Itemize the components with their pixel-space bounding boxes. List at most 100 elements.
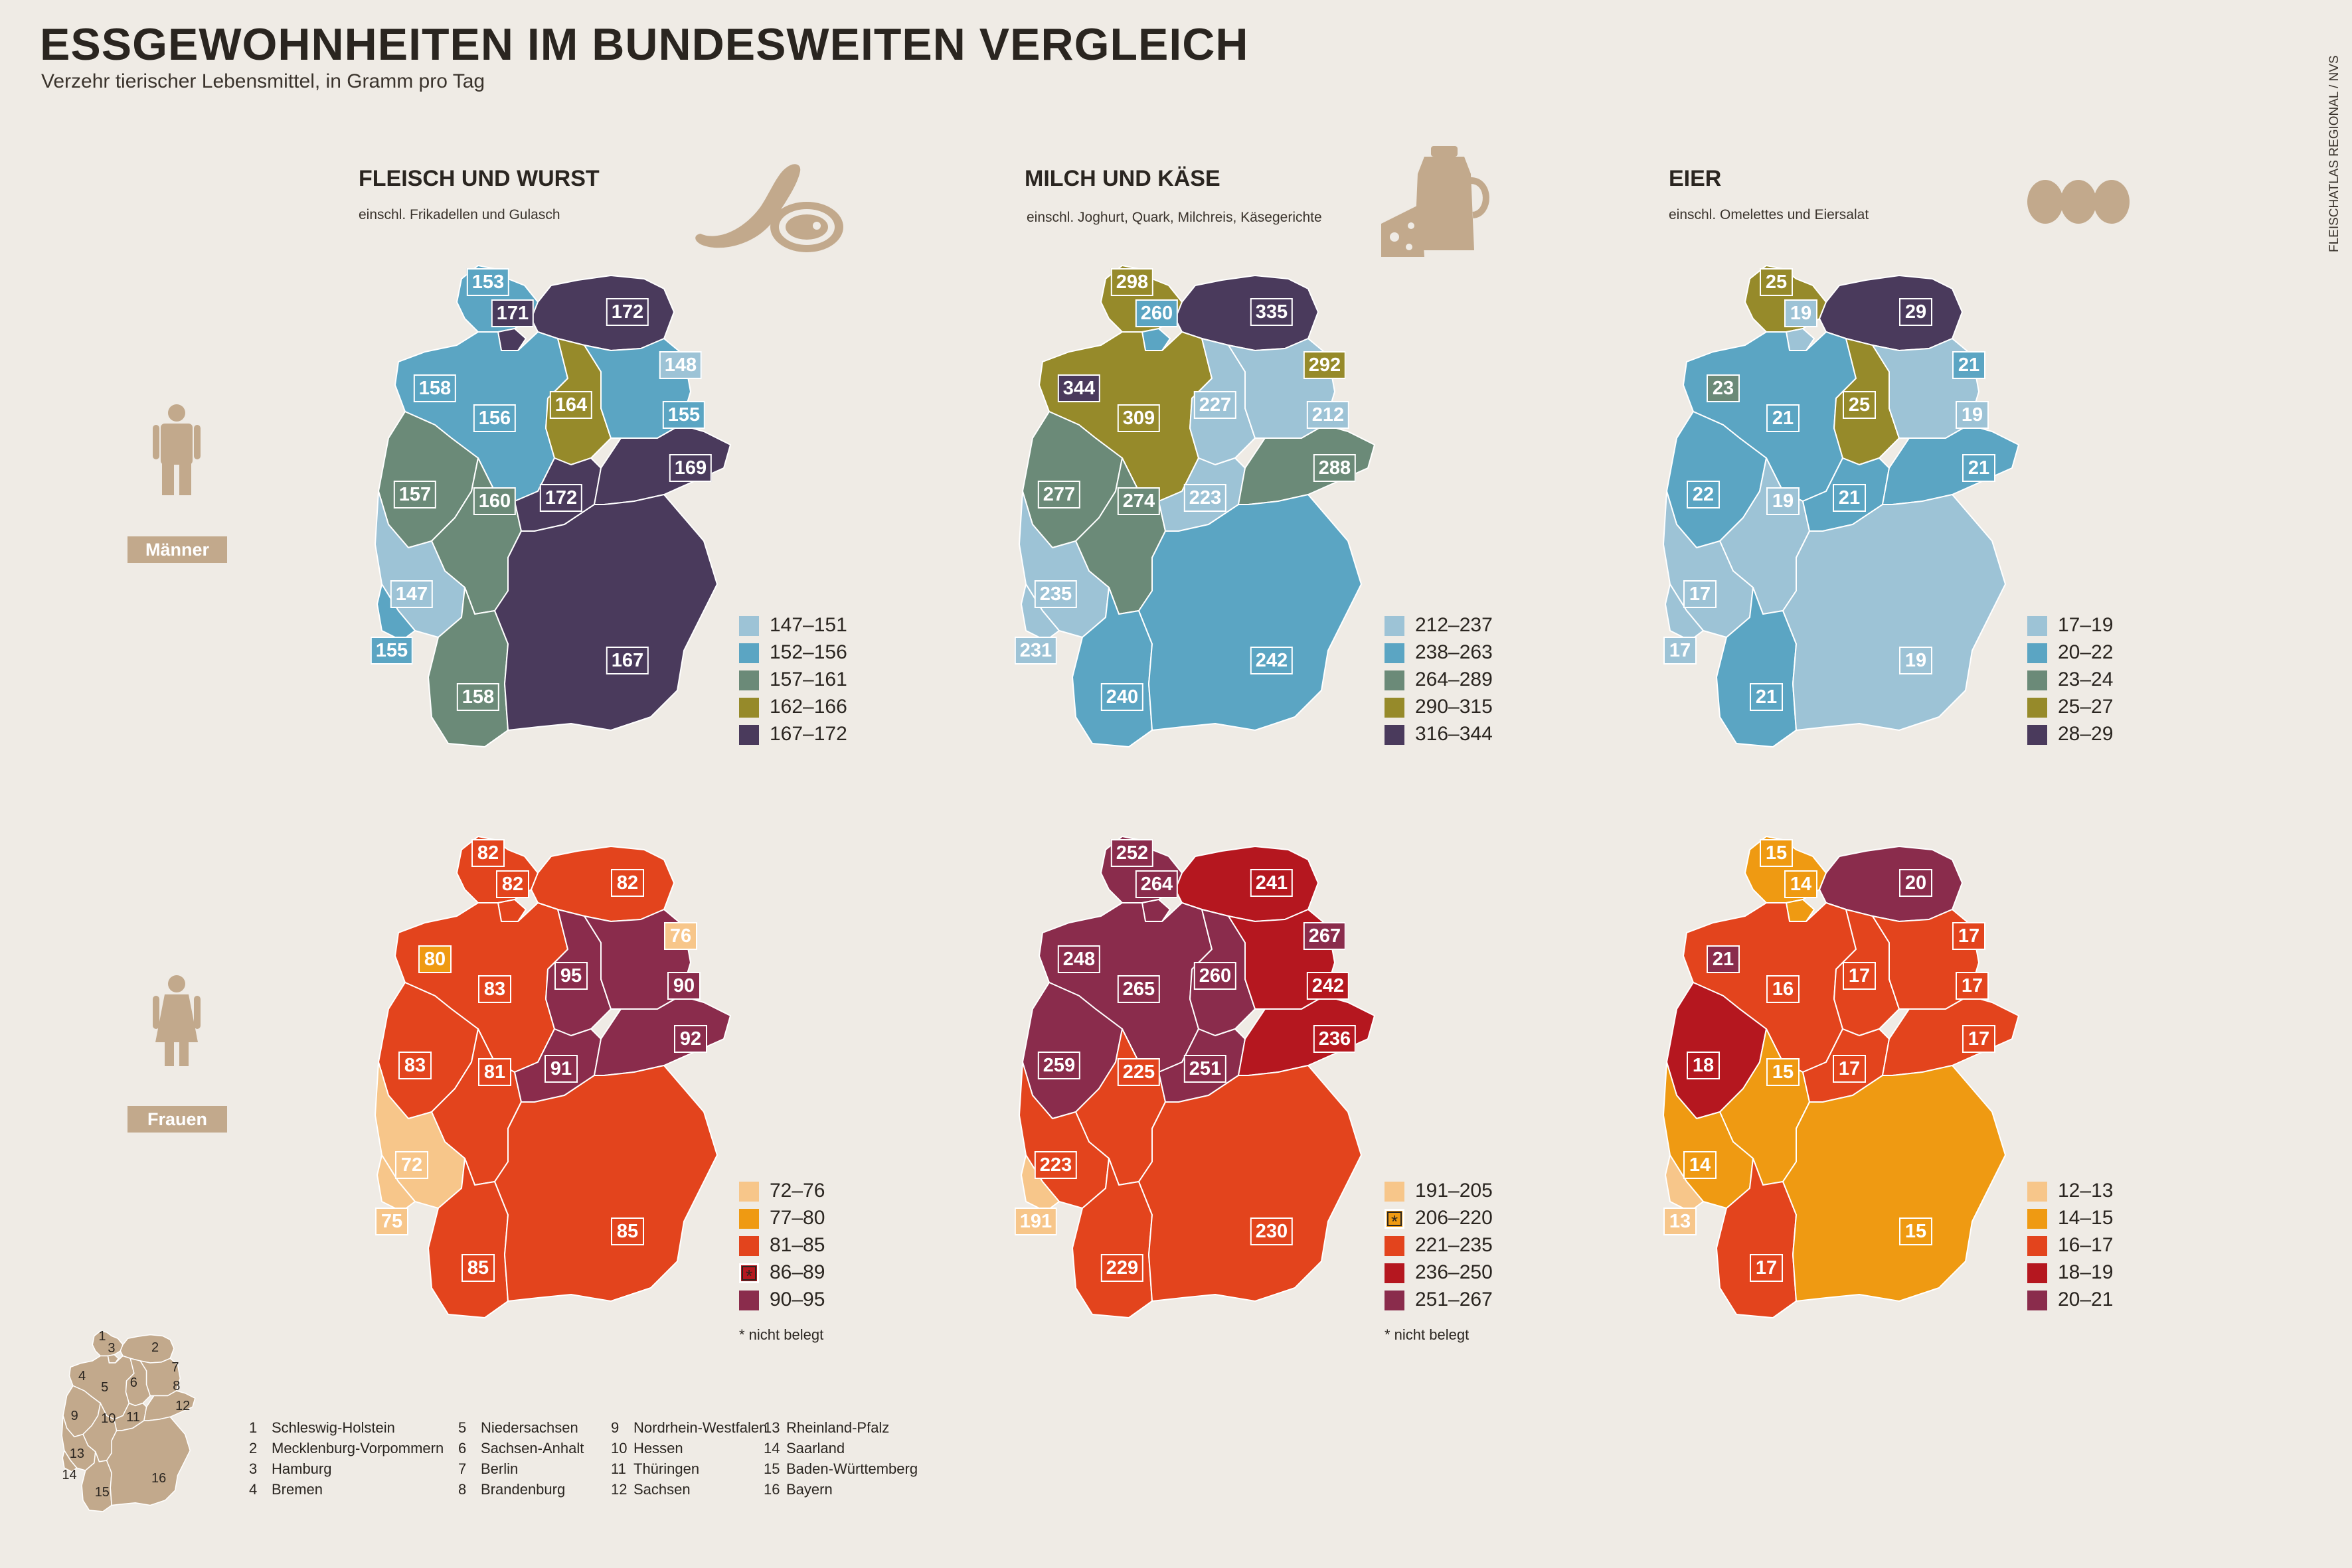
state-value-2: 29	[1899, 298, 1932, 326]
legend-swatch	[2027, 1291, 2047, 1310]
state-value-12: 17	[1962, 1025, 1995, 1053]
legend-fleisch-maenner: 147–151 152–156 157–161 162–166 167–172	[739, 613, 892, 749]
legend-label: 20–21	[2058, 1289, 2114, 1310]
legend-item: 18–19	[2027, 1261, 2180, 1288]
state-value-6: 25	[1843, 391, 1876, 419]
state-value-10: 15	[1766, 1058, 1800, 1086]
state-key-entry: 8 Brandenburg	[458, 1481, 566, 1498]
legend-label: 77–80	[770, 1207, 825, 1229]
key-number-14: 14	[62, 1467, 77, 1482]
legend-label: 147–151	[770, 614, 847, 636]
state-value-13: 147	[390, 580, 434, 608]
page-title: ESSGEWOHNHEITEN IM BUNDESWEITEN VERGLEIC…	[40, 19, 1249, 70]
legend-item: 290–315	[1385, 695, 1537, 722]
state-value-7: 17	[1952, 922, 1985, 950]
state-value-13: 72	[395, 1151, 428, 1179]
legend-item: 77–80	[739, 1206, 892, 1233]
legend-swatch	[2027, 616, 2047, 636]
state-value-8: 90	[667, 972, 701, 1000]
state-value-16: 242	[1250, 647, 1294, 674]
state-value-13: 223	[1034, 1151, 1078, 1179]
legend-swatch	[739, 1236, 759, 1256]
legend-swatch	[739, 670, 759, 690]
legend-item: 23–24	[2027, 668, 2180, 695]
legend-label: 206–220	[1415, 1207, 1493, 1229]
state-value-1: 298	[1110, 268, 1154, 296]
legend-item: 238–263	[1385, 641, 1537, 668]
state-value-5: 83	[478, 975, 511, 1003]
legend-item: 162–166	[739, 695, 892, 722]
section-sub-eier: einschl. Omelettes und Eiersalat	[1669, 207, 1869, 222]
state-value-2: 241	[1250, 869, 1294, 897]
legend-item: 16–17	[2027, 1233, 2180, 1261]
state-value-12: 236	[1313, 1025, 1357, 1053]
note-nicht-belegt-milch: * nicht belegt	[1385, 1326, 1470, 1343]
legend-label: 86–89	[770, 1261, 825, 1283]
legend-eier-frauen: 12–13 14–15 16–17 18–19 20–21	[2027, 1179, 2180, 1315]
legend-label: 221–235	[1415, 1234, 1493, 1256]
legend-item: 236–250	[1385, 1261, 1537, 1288]
map-eier-frauen: 15 20 14 21 16 17 17 17 18 15 17 17 14 13 17 15	[1660, 810, 2045, 1341]
map-milch-maenner: 298 335 260 344 309 227 292 212 277 274 223 288 235 2…	[1014, 239, 1401, 770]
state-value-7: 76	[664, 922, 697, 950]
state-value-10: 19	[1766, 487, 1800, 515]
state-key-map: 1 2 3 4 5 6 7 8 9 10 11 12 13 14 15 16	[60, 1321, 206, 1520]
legend-swatch	[1385, 1236, 1404, 1256]
state-value-15: 229	[1100, 1254, 1144, 1282]
state-value-10: 160	[473, 487, 517, 515]
legend-label: 236–250	[1415, 1261, 1493, 1283]
legend-label: 316–344	[1415, 723, 1493, 745]
legend-label: 90–95	[770, 1289, 825, 1310]
legend-item: 251–267	[1385, 1288, 1537, 1315]
state-region-16	[1782, 1065, 2006, 1302]
section-title-eier: EIER	[1669, 166, 1722, 191]
legend-item: 90–95	[739, 1288, 892, 1315]
legend-label: 23–24	[2058, 668, 2114, 690]
section-sub-fleisch: einschl. Frikadellen und Gulasch	[359, 207, 560, 222]
state-value-6: 260	[1193, 962, 1237, 990]
key-number-7: 7	[171, 1360, 179, 1375]
legend-item: 191–205	[1385, 1179, 1537, 1206]
state-value-5: 156	[473, 404, 517, 432]
key-number-16: 16	[151, 1471, 167, 1486]
state-region-16	[1138, 1065, 1362, 1302]
label-frauen: Frauen	[127, 1106, 227, 1133]
state-key-entry: 10 Hessen	[611, 1440, 683, 1456]
state-value-4: 21	[1707, 945, 1740, 973]
legend-swatch	[739, 1291, 759, 1310]
state-value-9: 157	[393, 481, 437, 509]
legend-swatch	[2027, 698, 2047, 718]
legend-label: 25–27	[2058, 696, 2114, 718]
note-nicht-belegt-fleisch: * nicht belegt	[739, 1326, 824, 1343]
state-value-16: 230	[1250, 1217, 1294, 1245]
state-key-entry: 13 Rheinland-Pfalz	[764, 1419, 890, 1436]
state-value-7: 21	[1952, 351, 1985, 379]
legend-swatch	[739, 1182, 759, 1202]
legend-label: 17–19	[2058, 614, 2114, 636]
legend-label: 18–19	[2058, 1261, 2114, 1283]
legend-label: 72–76	[770, 1180, 825, 1202]
legend-item: 152–156	[739, 641, 892, 668]
state-region-16	[1782, 494, 2006, 731]
legend-label: 16–17	[2058, 1234, 2114, 1256]
legend-item: 264–289	[1385, 668, 1537, 695]
map-eier-maenner: 25 29 19 23 21 25 21 19 22 19 21 21 17 17 21 19	[1660, 239, 2045, 770]
state-value-6: 17	[1843, 962, 1876, 990]
legend-item: 212–237	[1385, 613, 1537, 641]
key-number-3: 3	[108, 1341, 116, 1356]
state-value-3: 14	[1784, 870, 1817, 898]
state-value-4: 248	[1057, 945, 1101, 973]
legend-item: 12–13	[2027, 1179, 2180, 1206]
legend-swatch	[1385, 643, 1404, 663]
state-value-4: 80	[418, 945, 452, 973]
legend-swatch	[739, 1263, 759, 1288]
legend-label: 157–161	[770, 668, 847, 690]
state-key-entry: 4 Bremen	[249, 1481, 323, 1498]
state-value-1: 15	[1760, 839, 1793, 867]
state-value-14: 75	[375, 1208, 408, 1235]
legend-item: 147–151	[739, 613, 892, 641]
state-value-10: 225	[1117, 1058, 1161, 1086]
legend-swatch	[2027, 1209, 2047, 1229]
legend-label: 152–156	[770, 641, 847, 663]
state-value-13: 17	[1683, 580, 1717, 608]
